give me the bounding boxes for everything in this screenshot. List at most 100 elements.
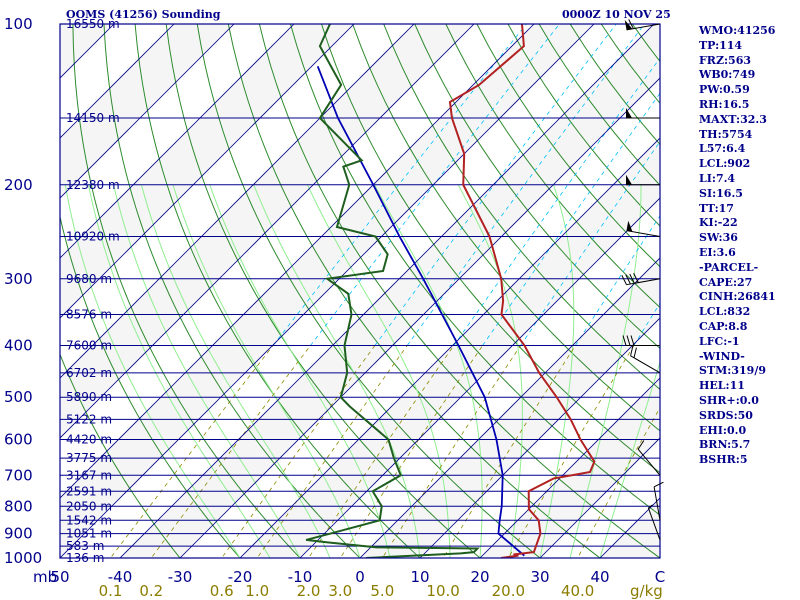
wind-barb-staff [626, 278, 661, 286]
height-label: 5122 m [66, 412, 112, 426]
wind-barb [626, 174, 660, 186]
mixing-ratio-label: 20.0 [492, 582, 525, 600]
temperature-tick-label: 30 [530, 568, 549, 586]
moist-adiabat-line [87, 184, 271, 558]
index-item: TT:17 [699, 201, 734, 215]
plot-frame [59, 23, 661, 559]
index-item: LFC:-1 [699, 334, 740, 348]
index-item: LCL:832 [699, 305, 751, 319]
pressure-tick-label: 600 [4, 431, 33, 449]
stability-indices-list: WMO:41256 TP:114 FRZ:563 WB0:749 PW:0.59 RH:1… [699, 24, 776, 468]
pressure-tick-label: 500 [4, 388, 33, 406]
isotherm-line [419, 317, 660, 558]
mixing-ratio-label: 0.1 [99, 582, 123, 600]
wind-barb-full [630, 335, 635, 346]
height-label: 3167 m [66, 468, 112, 482]
pressure-unit-label: mb [33, 568, 57, 586]
temperature-tick-label: 20 [470, 568, 489, 586]
temperature-tick-label: 10 [410, 568, 429, 586]
index-item: CAP:8.8 [699, 319, 748, 333]
wind-barb-full [653, 481, 664, 488]
mixing-ratio-unit: g/kg [630, 582, 663, 600]
wind-barb [626, 108, 660, 119]
pressure-tick-label: 100 [4, 15, 33, 33]
wind-barb [624, 19, 661, 31]
wind-barb [653, 481, 664, 521]
pressure-tick-label: 800 [4, 497, 33, 515]
index-item: STM:319/9 [699, 364, 766, 378]
isotherm-line [119, 24, 655, 558]
wind-barb-staff [626, 23, 661, 31]
index-item: PW:0.59 [699, 83, 750, 97]
mixing-ratio-line [221, 345, 376, 558]
mixing-ratio-label: 0.2 [139, 582, 163, 600]
height-label: 2591 m [66, 484, 112, 498]
station-title: OOMS (41256) Sounding [66, 8, 221, 21]
mixing-ratio-label: 2.0 [297, 582, 321, 600]
wind-barb-staff [653, 486, 661, 521]
wind-barb-half [648, 504, 653, 509]
temperature-tick-label: -10 [288, 568, 313, 586]
dry-adiabat-line [60, 353, 181, 558]
mixing-ratio-line [110, 345, 274, 558]
isotherm-line [479, 377, 660, 558]
height-label: 2050 m [66, 499, 112, 513]
wind-barb-flag [626, 108, 632, 119]
height-label: 5890 m [66, 390, 112, 404]
height-label: 12380 m [66, 178, 120, 192]
wind-barb-full [625, 274, 631, 285]
index-item: SI:16.5 [699, 186, 743, 200]
wind-barb-full [633, 347, 637, 358]
wind-barb [630, 345, 661, 374]
pressure-tick-label: 700 [4, 466, 33, 484]
isotherm-line [359, 257, 660, 558]
index-item: KI:-22 [699, 216, 738, 230]
index-item: LCL:902 [699, 157, 751, 171]
wind-barb-full [630, 345, 634, 356]
wind-barb [647, 504, 661, 541]
wind-barb-full [628, 19, 634, 29]
mixing-ratio-label: 0.6 [210, 582, 234, 600]
wind-barb-full [626, 335, 631, 346]
wind-barb [622, 335, 660, 347]
dewpoint-trace [305, 24, 480, 558]
wind-barb [626, 220, 661, 237]
moist-adiabat-line [457, 184, 523, 558]
isotherm-line [60, 24, 355, 319]
isotherm-line [60, 24, 475, 439]
height-label: 6702 m [66, 366, 112, 380]
height-label: 8576 m [66, 308, 112, 322]
isotherm-line [60, 24, 415, 379]
wind-barb-staff [647, 507, 661, 541]
wind-barb-staff [630, 355, 661, 374]
pressure-tick-label: 400 [4, 337, 33, 355]
wind-barb-staff [637, 448, 661, 476]
height-label: 9680 m [66, 272, 112, 286]
index-item: SW:36 [699, 231, 738, 245]
moist-adiabat-line [599, 360, 660, 558]
height-label: 4420 m [66, 433, 112, 447]
temperature-tick-label: 50 [50, 568, 69, 586]
temperature-tick-label: -40 [108, 568, 133, 586]
moist-adiabat-line [172, 184, 361, 558]
index-item: EI:3.6 [699, 245, 736, 259]
pressure-tick-label: 900 [4, 525, 33, 543]
moist-adiabat-line [374, 184, 483, 558]
index-item: MAXT:32.3 [699, 112, 767, 126]
index-item: WB0:749 [699, 68, 756, 82]
index-item: LI:7.4 [699, 171, 736, 185]
pressure-tick-label: 300 [4, 270, 33, 288]
isotherm-line [539, 437, 660, 558]
parcel-trace [316, 65, 525, 557]
height-label: 7600 m [66, 339, 112, 353]
index-item: CINH:26841 [699, 290, 776, 304]
wind-barb-flag [626, 220, 633, 232]
mixing-ratio-line [507, 345, 635, 558]
isotherm-line [60, 24, 295, 259]
height-label: 583 m [66, 539, 104, 553]
temperature-tick-label: 40 [590, 568, 609, 586]
wind-barb-flag [626, 174, 632, 185]
index-item: CAPE:27 [699, 275, 753, 289]
index-item: FRZ:563 [699, 53, 752, 67]
index-item: WMO:41256 [699, 24, 776, 37]
